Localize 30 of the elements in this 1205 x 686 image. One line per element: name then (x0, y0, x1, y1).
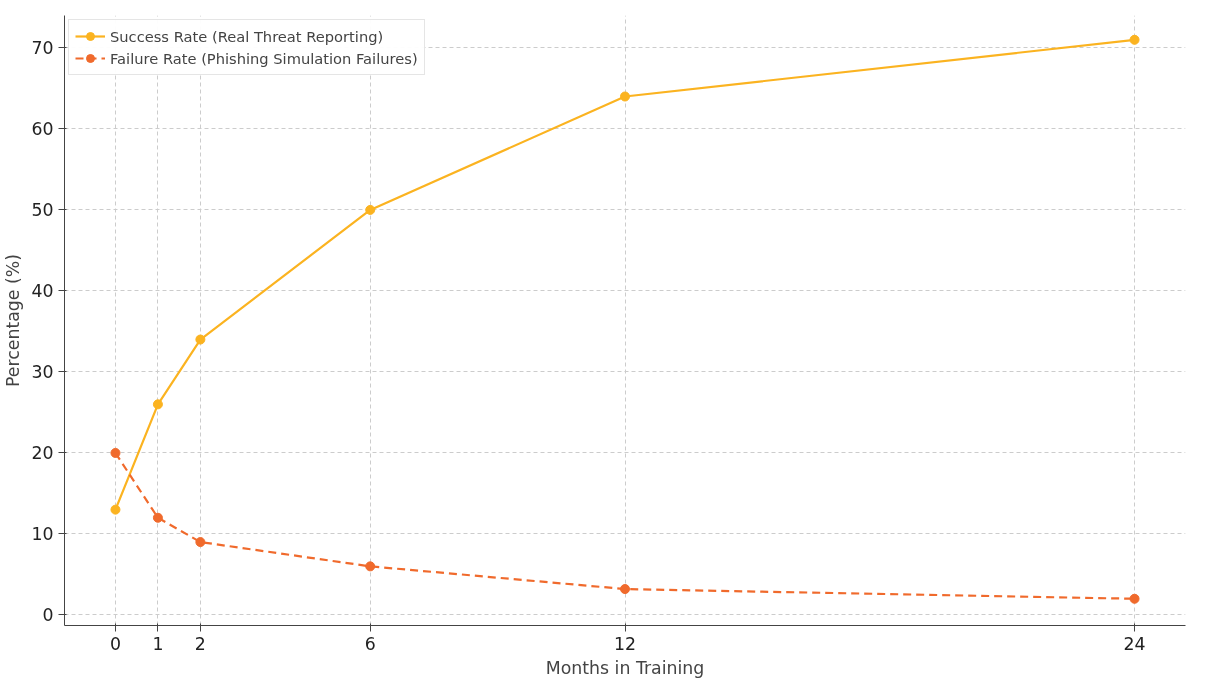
y-tick-label: 10 (31, 524, 54, 545)
y-axis-title: Percentage (%) (3, 254, 24, 387)
y-tick-label: 30 (31, 362, 54, 383)
x-tick-label: 24 (1123, 633, 1146, 654)
point (152, 512, 163, 523)
point (195, 537, 206, 548)
point (1129, 34, 1140, 45)
y-tick-label: 40 (31, 281, 54, 302)
y-tick-label: 60 (31, 119, 54, 140)
y-tick-label: 70 (31, 38, 54, 59)
x-tick-label: 2 (194, 633, 206, 654)
y-tick-label: 0 (42, 605, 54, 626)
point (1129, 593, 1140, 604)
point (110, 447, 121, 458)
x-tick-label: 6 (364, 633, 376, 654)
point (152, 399, 163, 410)
point (620, 584, 630, 595)
x-tick-label: 0 (109, 633, 121, 654)
point (195, 334, 206, 345)
legend-label: Failure Rate (Phishing Simulation Failures) (110, 49, 418, 67)
point (365, 561, 376, 572)
point (110, 504, 121, 515)
x-tick-label: 12 (613, 633, 637, 654)
x-axis-title: Months in Training (545, 657, 705, 678)
legend-label: Success Rate (Real Threat Reporting) (110, 27, 384, 45)
y-tick-label: 50 (31, 200, 54, 221)
point (365, 204, 376, 215)
point (620, 91, 630, 102)
x-tick-label: 1 (152, 633, 164, 654)
y-tick-label: 20 (31, 443, 54, 464)
